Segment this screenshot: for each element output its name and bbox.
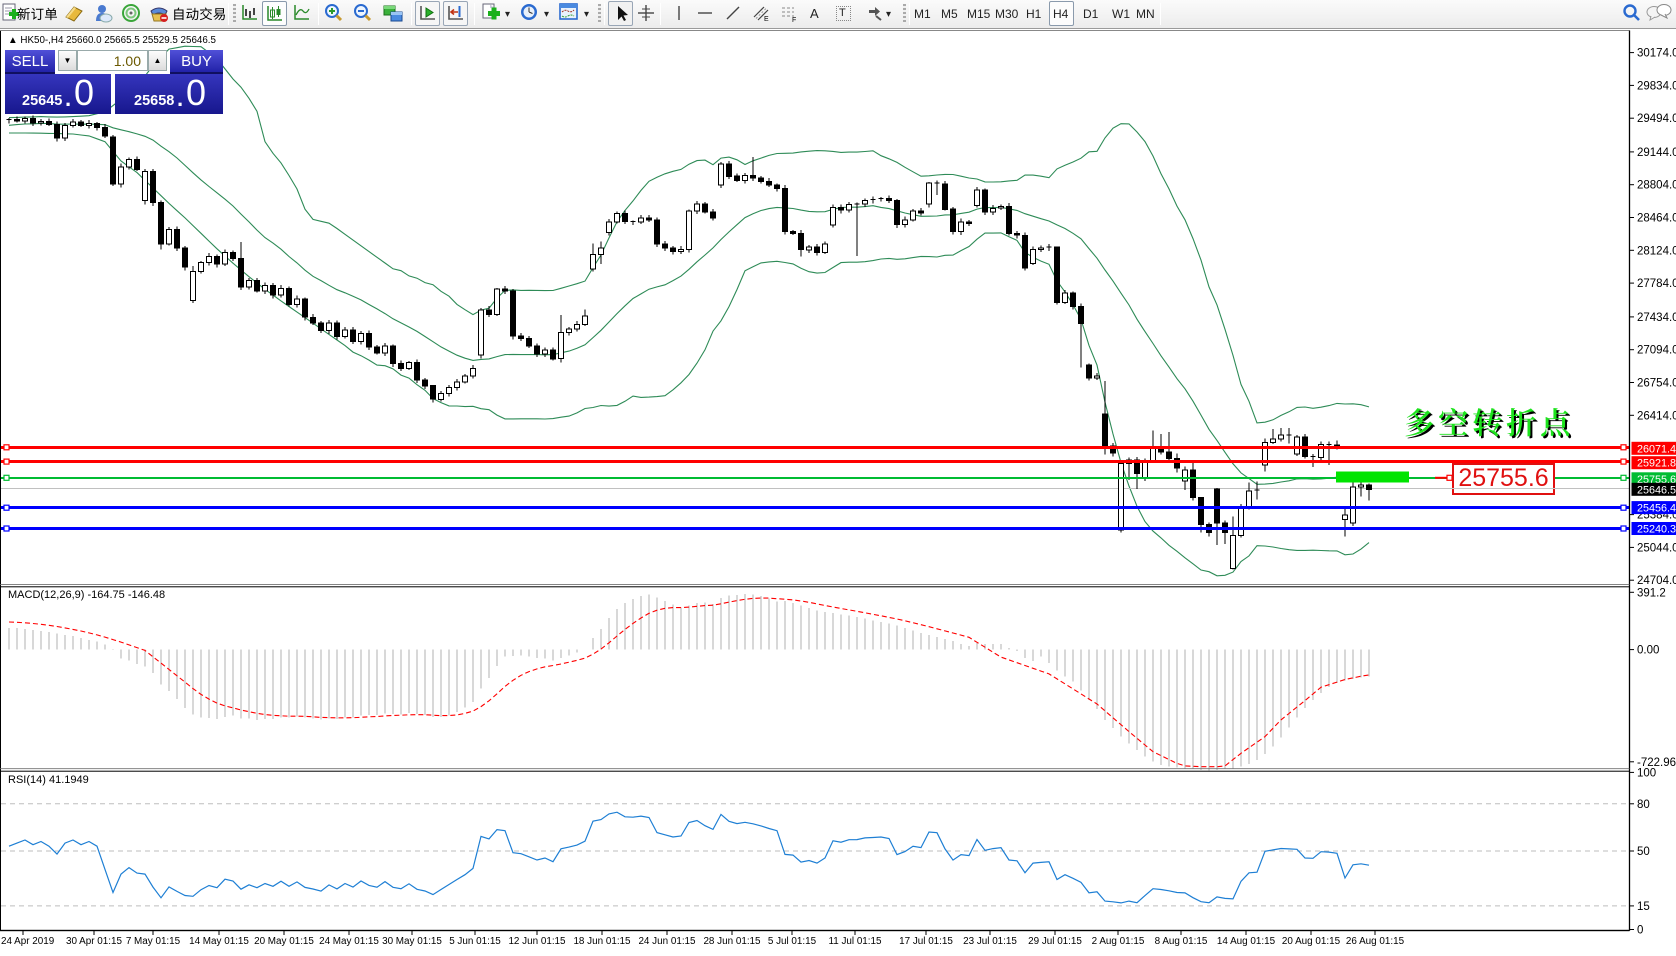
svg-text:28804.0: 28804.0 bbox=[1637, 180, 1676, 192]
svg-text:25240.3: 25240.3 bbox=[1637, 524, 1676, 536]
svg-text:27434.0: 27434.0 bbox=[1637, 312, 1676, 324]
svg-text:24704.0: 24704.0 bbox=[1637, 575, 1676, 587]
svg-text:27784.0: 27784.0 bbox=[1637, 278, 1676, 290]
svg-text:25044.0: 25044.0 bbox=[1637, 542, 1676, 554]
svg-text:7 May 01:15: 7 May 01:15 bbox=[126, 936, 181, 947]
svg-text:0.00: 0.00 bbox=[1637, 645, 1659, 657]
svg-text:24 Apr 2019: 24 Apr 2019 bbox=[1, 936, 55, 947]
svg-text:MACD(12,26,9) -164.75 -146.48: MACD(12,26,9) -164.75 -146.48 bbox=[8, 589, 165, 601]
svg-text:14 Aug 01:15: 14 Aug 01:15 bbox=[1217, 936, 1276, 947]
svg-text:0: 0 bbox=[1637, 925, 1643, 937]
svg-text:29834.0: 29834.0 bbox=[1637, 80, 1676, 92]
svg-text:RSI(14) 41.1949: RSI(14) 41.1949 bbox=[8, 774, 89, 786]
svg-text:26754.0: 26754.0 bbox=[1637, 378, 1676, 390]
svg-text:11 Jul 01:15: 11 Jul 01:15 bbox=[828, 936, 882, 947]
svg-text:5 Jul 01:15: 5 Jul 01:15 bbox=[768, 936, 817, 947]
svg-text:14 May 01:15: 14 May 01:15 bbox=[189, 936, 249, 947]
svg-text:26 Aug 01:15: 26 Aug 01:15 bbox=[1346, 936, 1405, 947]
svg-text:391.2: 391.2 bbox=[1637, 587, 1666, 599]
svg-text:F: F bbox=[792, 17, 796, 24]
svg-text:30 Apr 01:15: 30 Apr 01:15 bbox=[66, 936, 123, 947]
svg-text:▲ HK50-,H4 25660.0 25665.5 25: ▲ HK50-,H4 25660.0 25665.5 25529.5 25646… bbox=[8, 35, 217, 46]
svg-text:80: 80 bbox=[1637, 799, 1650, 811]
svg-text:30 May 01:15: 30 May 01:15 bbox=[382, 936, 442, 947]
svg-text:26071.4: 26071.4 bbox=[1637, 443, 1676, 455]
svg-text:29 Jul 01:15: 29 Jul 01:15 bbox=[1028, 936, 1082, 947]
svg-text:29494.0: 29494.0 bbox=[1637, 113, 1676, 125]
svg-text:24 May 01:15: 24 May 01:15 bbox=[319, 936, 379, 947]
svg-text:8 Aug 01:15: 8 Aug 01:15 bbox=[1155, 936, 1208, 947]
svg-text:5 Jun 01:15: 5 Jun 01:15 bbox=[449, 936, 501, 947]
svg-text:28 Jun 01:15: 28 Jun 01:15 bbox=[703, 936, 761, 947]
svg-text:E: E bbox=[764, 16, 769, 23]
svg-text:25456.4: 25456.4 bbox=[1637, 503, 1676, 515]
svg-text:26414.0: 26414.0 bbox=[1637, 410, 1676, 422]
svg-text:24 Jun 01:15: 24 Jun 01:15 bbox=[638, 936, 696, 947]
svg-text:12 Jun 01:15: 12 Jun 01:15 bbox=[508, 936, 566, 947]
svg-text:27094.0: 27094.0 bbox=[1637, 345, 1676, 357]
svg-text:2 Aug 01:15: 2 Aug 01:15 bbox=[1092, 936, 1145, 947]
svg-text:30174.0: 30174.0 bbox=[1637, 48, 1676, 60]
svg-text:100: 100 bbox=[1637, 767, 1656, 779]
svg-text:18 Jun 01:15: 18 Jun 01:15 bbox=[573, 936, 631, 947]
svg-text:25921.8: 25921.8 bbox=[1637, 458, 1676, 470]
svg-text:17 Jul 01:15: 17 Jul 01:15 bbox=[899, 936, 953, 947]
svg-text:15: 15 bbox=[1637, 901, 1650, 913]
svg-text:28464.0: 28464.0 bbox=[1637, 213, 1676, 225]
svg-text:50: 50 bbox=[1637, 846, 1650, 858]
svg-text:29144.0: 29144.0 bbox=[1637, 147, 1676, 159]
svg-text:28124.0: 28124.0 bbox=[1637, 245, 1676, 257]
svg-text:25646.5: 25646.5 bbox=[1637, 484, 1676, 496]
svg-text:23 Jul 01:15: 23 Jul 01:15 bbox=[963, 936, 1017, 947]
svg-text:20 Aug 01:15: 20 Aug 01:15 bbox=[1282, 936, 1341, 947]
svg-text:20 May 01:15: 20 May 01:15 bbox=[254, 936, 314, 947]
